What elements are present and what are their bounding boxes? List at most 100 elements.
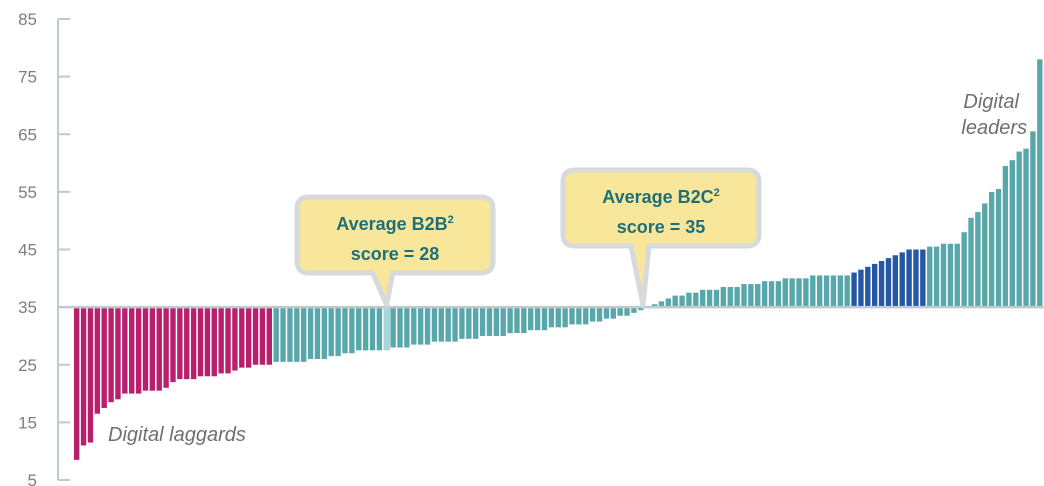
bar-laggards [259,307,266,365]
bar-undefined [975,212,981,308]
bar-middle [493,307,500,336]
bar-laggards [211,307,217,377]
y-tick-label: 25 [18,356,37,375]
bar-middle [651,304,658,308]
bar-undefined [982,203,988,308]
bars-layer [74,59,1043,460]
bar-middle [541,307,548,331]
bar-laggards [135,307,142,394]
bar-laggards [108,307,114,403]
bar-undefined [940,243,947,308]
bar-middle [734,286,740,308]
bar-middle [307,307,314,359]
bar-middle [328,307,334,357]
bar-middle [473,307,479,339]
bar-middle [727,286,733,308]
bar-middle [686,292,692,308]
digital-leaders-label-line2: leaders [961,117,1027,139]
bar-middle [500,307,506,336]
bar-middle [775,281,782,308]
bar-middle [301,307,307,362]
bar-middle [562,307,568,328]
bar-middle [417,307,424,345]
bar-undefined [995,188,1002,308]
digital-leaders-label-line1: Digital [963,91,1019,113]
bar-laggards [184,307,190,380]
bar-middle [589,307,596,322]
bar-middle [349,307,355,354]
bar-leaders [892,255,899,308]
bar-middle [459,307,465,339]
bar-undefined [1009,160,1015,308]
bar-undefined [1016,151,1022,308]
bar-middle [342,307,348,354]
bar-middle [452,307,458,342]
bar-undefined [933,246,940,308]
bar-middle [528,307,534,331]
bar-undefined [1002,165,1009,308]
bar-laggards [163,307,169,388]
digital-laggards-label: Digital laggards [108,424,246,446]
bar-middle [390,307,396,348]
bar-middle [679,295,685,308]
bar-undefined [961,232,967,308]
bar-middle [631,307,637,313]
average-b2c-callout-box [560,167,762,308]
y-axis [57,19,1044,480]
bar-middle [596,307,603,322]
bar-laggards [197,307,204,377]
bar-middle [383,307,391,351]
bar-middle [768,281,775,308]
bar-middle [844,275,850,308]
y-tick-label: 15 [18,413,37,432]
bar-undefined [954,243,960,308]
bar-middle [548,307,555,328]
bar-middle [404,307,410,348]
bar-middle [486,307,493,336]
average-b2c-callout-line2: score = 35 [617,217,706,237]
bar-laggards [122,307,128,394]
bar-middle [624,307,630,316]
bar-middle [761,281,768,308]
bar-middle [830,275,837,308]
average-b2b-callout-box [294,194,496,308]
y-tick-label: 5 [28,471,37,486]
bar-middle [693,292,699,308]
bar-laggards [239,307,245,368]
bar-undefined [988,191,995,308]
average-b2b-callout-line1: Average B2B2 [336,214,454,234]
bar-laggards [177,307,183,380]
bar-middle [280,307,286,362]
bar-middle [796,278,802,308]
bar-middle [720,286,727,308]
y-tick-label: 65 [18,125,37,144]
bar-laggards [170,307,176,383]
bar-middle [603,307,610,319]
bar-middle [672,295,678,308]
bar-laggards [129,307,135,394]
y-tick-label: 45 [18,241,37,260]
bar-middle [782,278,788,308]
bar-leaders [858,269,864,308]
bar-laggards [218,307,224,374]
bar-leaders [920,249,926,308]
bar-undefined [927,246,933,308]
bar-middle [356,307,362,351]
bar-middle [369,307,376,351]
bar-middle [479,307,486,336]
bar-middle [335,307,341,357]
bar-middle [706,289,713,308]
bar-middle [658,301,665,308]
bar-laggards [245,307,252,368]
bar-middle [748,284,754,308]
bar-leaders [851,272,857,308]
bar-middle [431,307,438,342]
bar-middle [617,307,623,316]
average-b2b-callout-line2: score = 28 [351,244,440,264]
bar-laggards [101,307,107,408]
bar-leaders [872,263,878,308]
bar-laggards [252,307,259,365]
bar-middle [555,307,561,328]
bar-leaders [878,261,885,308]
bar-middle [273,307,279,362]
